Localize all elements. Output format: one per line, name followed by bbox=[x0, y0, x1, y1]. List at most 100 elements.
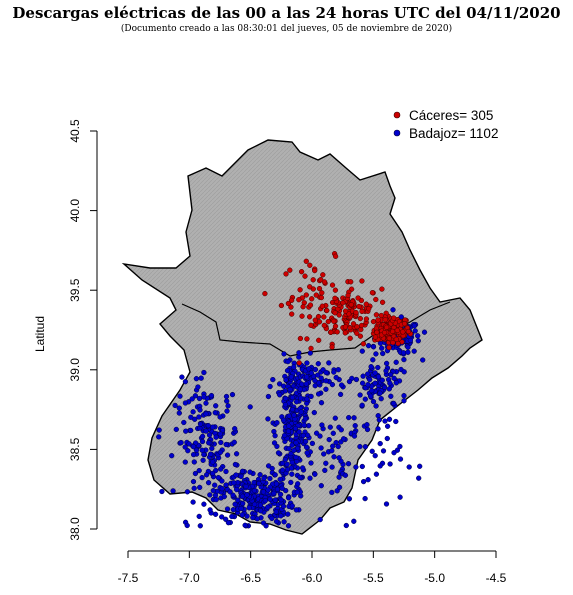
badajoz-strike-point bbox=[169, 453, 175, 459]
badajoz-strike-point bbox=[244, 513, 250, 519]
badajoz-strike-point bbox=[393, 380, 399, 386]
badajoz-strike-point bbox=[416, 475, 422, 481]
badajoz-strike-point bbox=[304, 450, 310, 456]
badajoz-strike-point bbox=[229, 513, 235, 520]
badajoz-strike-point bbox=[336, 455, 342, 461]
badajoz-strike-point bbox=[315, 391, 322, 397]
badajoz-strike-point bbox=[289, 394, 296, 401]
badajoz-strike-point bbox=[212, 482, 218, 488]
badajoz-strike-point bbox=[209, 445, 215, 452]
badajoz-strike-point bbox=[377, 463, 383, 469]
caceres-strike-point bbox=[300, 304, 306, 310]
badajoz-strike-point bbox=[251, 487, 258, 494]
badajoz-strike-point bbox=[181, 419, 187, 426]
badajoz-strike-point bbox=[207, 507, 213, 513]
badajoz-strike-point bbox=[254, 516, 260, 522]
caceres-strike-point bbox=[310, 277, 316, 283]
badajoz-strike-point bbox=[359, 463, 365, 470]
caceres-strike-point bbox=[340, 300, 346, 306]
badajoz-strike-point bbox=[274, 420, 280, 426]
badajoz-strike-point bbox=[196, 467, 202, 474]
badajoz-strike-point bbox=[272, 497, 278, 503]
badajoz-strike-point bbox=[299, 381, 305, 387]
legend-marker-badajoz bbox=[393, 129, 401, 137]
badajoz-strike-point bbox=[207, 451, 214, 457]
badajoz-strike-point bbox=[277, 491, 284, 498]
badajoz-strike-point bbox=[176, 405, 182, 411]
caceres-strike-point bbox=[353, 309, 359, 316]
caceres-strike-point bbox=[304, 336, 310, 342]
chart-title: Descargas eléctricas de las 00 a las 24 … bbox=[12, 4, 561, 22]
badajoz-strike-point bbox=[401, 398, 407, 404]
badajoz-strike-point bbox=[206, 432, 213, 438]
badajoz-strike-point bbox=[224, 408, 230, 414]
badajoz-strike-point bbox=[267, 496, 273, 502]
badajoz-strike-point bbox=[308, 370, 314, 376]
badajoz-strike-point bbox=[231, 439, 237, 445]
badajoz-strike-point bbox=[197, 484, 203, 491]
badajoz-strike-point bbox=[217, 449, 224, 455]
badajoz-strike-point bbox=[383, 501, 390, 507]
badajoz-strike-point bbox=[333, 374, 339, 381]
badajoz-strike-point bbox=[278, 497, 284, 503]
badajoz-strike-point bbox=[365, 382, 371, 388]
badajoz-strike-point bbox=[251, 501, 258, 507]
badajoz-strike-point bbox=[293, 507, 300, 513]
badajoz-strike-point bbox=[411, 323, 418, 329]
badajoz-strike-point bbox=[329, 464, 335, 470]
caceres-strike-point bbox=[324, 307, 330, 314]
badajoz-strike-point bbox=[337, 391, 344, 398]
badajoz-strike-point bbox=[386, 386, 392, 392]
badajoz-strike-point bbox=[400, 350, 407, 356]
badajoz-strike-point bbox=[303, 374, 310, 380]
badajoz-strike-point bbox=[286, 423, 292, 429]
caceres-strike-point bbox=[296, 297, 302, 303]
badajoz-strike-point bbox=[182, 379, 189, 385]
badajoz-strike-point bbox=[267, 383, 273, 390]
badajoz-strike-point bbox=[329, 448, 335, 454]
badajoz-strike-point bbox=[364, 422, 370, 428]
badajoz-strike-point bbox=[177, 393, 183, 399]
caceres-strike-point bbox=[302, 273, 308, 279]
badajoz-strike-point bbox=[365, 477, 371, 483]
caceres-strike-point bbox=[379, 286, 385, 292]
badajoz-strike-point bbox=[273, 481, 280, 487]
badajoz-strike-point bbox=[203, 400, 209, 406]
badajoz-strike-point bbox=[294, 489, 300, 495]
badajoz-strike-point bbox=[274, 486, 281, 492]
badajoz-strike-point bbox=[210, 488, 216, 494]
chart-subtitle: (Documento creado a las 08:30:01 del jue… bbox=[120, 24, 453, 34]
badajoz-strike-point bbox=[201, 501, 207, 507]
caceres-strike-point bbox=[331, 318, 337, 324]
badajoz-strike-point bbox=[338, 427, 344, 433]
badajoz-strike-point bbox=[239, 493, 246, 499]
badajoz-strike-point bbox=[357, 443, 363, 450]
caceres-strike-point bbox=[312, 317, 318, 323]
badajoz-strike-point bbox=[285, 495, 292, 501]
badajoz-strike-point bbox=[225, 520, 232, 526]
badajoz-strike-point bbox=[257, 508, 264, 514]
badajoz-strike-point bbox=[373, 471, 380, 477]
badajoz-strike-point bbox=[217, 414, 223, 420]
caceres-strike-point bbox=[316, 337, 322, 343]
badajoz-strike-point bbox=[401, 356, 407, 363]
badajoz-strike-point bbox=[386, 416, 393, 422]
caceres-strike-point bbox=[332, 323, 339, 329]
badajoz-strike-point bbox=[195, 384, 201, 390]
badajoz-strike-point bbox=[311, 409, 317, 416]
caceres-strike-point bbox=[321, 314, 327, 320]
badajoz-strike-point bbox=[279, 467, 286, 473]
badajoz-strike-point bbox=[286, 446, 292, 452]
badajoz-strike-point bbox=[281, 351, 287, 357]
caceres-strike-point bbox=[370, 318, 377, 325]
badajoz-strike-point bbox=[304, 396, 310, 402]
badajoz-strike-point bbox=[276, 381, 283, 387]
badajoz-strike-point bbox=[411, 348, 417, 354]
badajoz-strike-point bbox=[235, 497, 241, 503]
caceres-strike-point bbox=[342, 330, 348, 336]
badajoz-strike-point bbox=[326, 360, 332, 366]
badajoz-strike-point bbox=[362, 444, 369, 450]
y-tick-label: 40.5 bbox=[68, 119, 82, 143]
badajoz-strike-point bbox=[203, 411, 209, 417]
badajoz-strike-point bbox=[373, 351, 379, 357]
